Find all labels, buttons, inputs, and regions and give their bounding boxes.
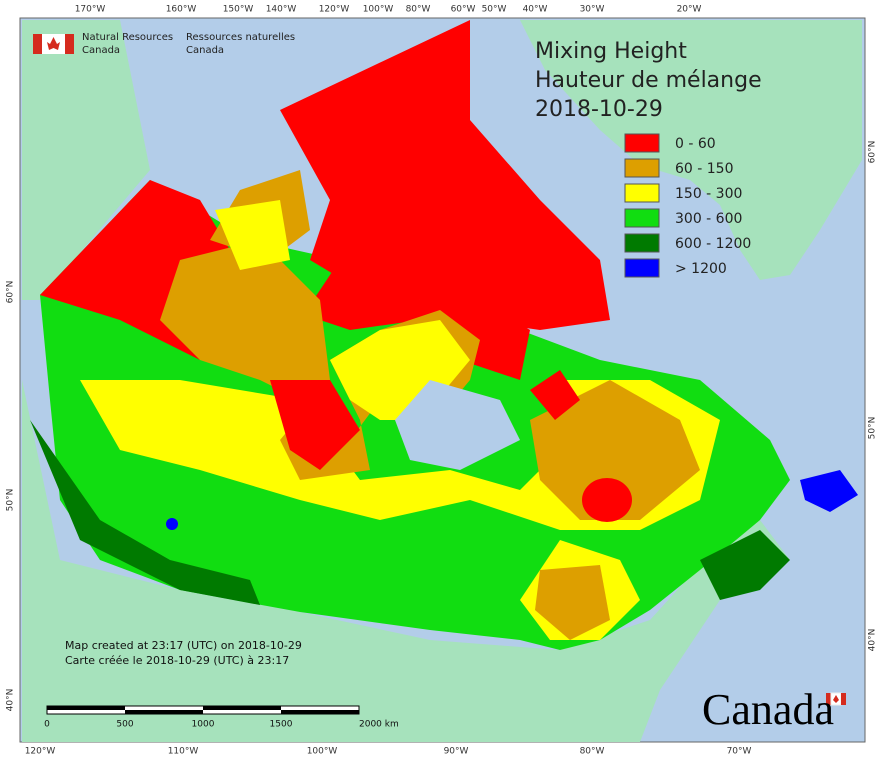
scale-label: 500 bbox=[116, 720, 133, 730]
scale-label: 0 bbox=[44, 720, 50, 730]
legend-label: 600 - 1200 bbox=[675, 236, 751, 252]
latitude-label: 50°N bbox=[6, 489, 16, 512]
department-en: Natural Resources bbox=[82, 32, 173, 43]
graticule-labels: 170°W 160°W 150°W 140°W 120°W 100°W 80°W 60°W 50… bbox=[6, 5, 878, 757]
legend-swatch bbox=[624, 208, 660, 228]
mixing-height-fields bbox=[30, 20, 858, 650]
canada-flag bbox=[33, 34, 74, 54]
department-fr: Ressources naturelles bbox=[186, 32, 295, 43]
legend-swatch bbox=[624, 233, 660, 253]
longitude-label: 120°W bbox=[319, 5, 350, 15]
latitude-label: 40°N bbox=[6, 689, 16, 712]
longitude-label: 100°W bbox=[363, 5, 394, 15]
legend: 0 - 60 60 - 150 150 - 300 300 - 600 600 - 12… bbox=[624, 133, 751, 278]
longitude-label: 170°W bbox=[75, 5, 106, 15]
date: 2018-10-29 bbox=[535, 97, 663, 122]
legend-swatch bbox=[624, 258, 660, 278]
legend-label: 150 - 300 bbox=[675, 186, 742, 202]
longitude-label: 20°W bbox=[677, 5, 702, 15]
longitude-label: 140°W bbox=[266, 5, 297, 15]
title-fr: Hauteur de mélange bbox=[535, 68, 762, 93]
longitude-label: 50°W bbox=[482, 5, 507, 15]
latitude-label: 60°N bbox=[868, 141, 878, 164]
legend-label: 60 - 150 bbox=[675, 161, 734, 177]
scale-label: 1500 bbox=[270, 720, 293, 730]
longitude-label: 40°W bbox=[523, 5, 548, 15]
longitude-label: 160°W bbox=[166, 5, 197, 15]
title: Mixing Height bbox=[535, 39, 687, 64]
country-fr: Canada bbox=[186, 45, 224, 56]
longitude-label: 70°W bbox=[727, 747, 752, 757]
wordmark-flag bbox=[826, 692, 846, 706]
canada-wordmark: Canada bbox=[702, 685, 834, 734]
legend-label: 300 - 600 bbox=[675, 211, 742, 227]
scale-bar bbox=[46, 705, 360, 715]
scale-label: 1000 bbox=[192, 720, 215, 730]
longitude-label: 80°W bbox=[580, 747, 605, 757]
latitude-label: 40°N bbox=[868, 629, 878, 652]
created-note: Map created at 23:17 (UTC) on 2018-10-29 bbox=[65, 639, 302, 652]
longitude-label: 110°W bbox=[168, 747, 199, 757]
latitude-label: 60°N bbox=[6, 281, 16, 304]
legend-label: 0 - 60 bbox=[675, 136, 716, 152]
country-en: Canada bbox=[82, 45, 120, 56]
created-note-fr: Carte créée le 2018-10-29 (UTC) à 23:17 bbox=[65, 654, 289, 667]
longitude-label: 60°W bbox=[451, 5, 476, 15]
legend-swatch bbox=[624, 183, 660, 203]
longitude-label: 100°W bbox=[307, 747, 338, 757]
scale-labels: 0 500 1000 1500 2000 km bbox=[44, 720, 399, 730]
longitude-label: 90°W bbox=[444, 747, 469, 757]
legend-swatch bbox=[624, 158, 660, 178]
longitude-label: 150°W bbox=[223, 5, 254, 15]
legend-swatch bbox=[624, 133, 660, 153]
longitude-label: 120°W bbox=[25, 747, 56, 757]
latitude-label: 50°N bbox=[868, 417, 878, 440]
longitude-label: 30°W bbox=[580, 5, 605, 15]
scale-label: 2000 km bbox=[359, 720, 399, 730]
longitude-label: 80°W bbox=[406, 5, 431, 15]
legend-label: > 1200 bbox=[675, 261, 727, 277]
land bbox=[22, 20, 862, 742]
